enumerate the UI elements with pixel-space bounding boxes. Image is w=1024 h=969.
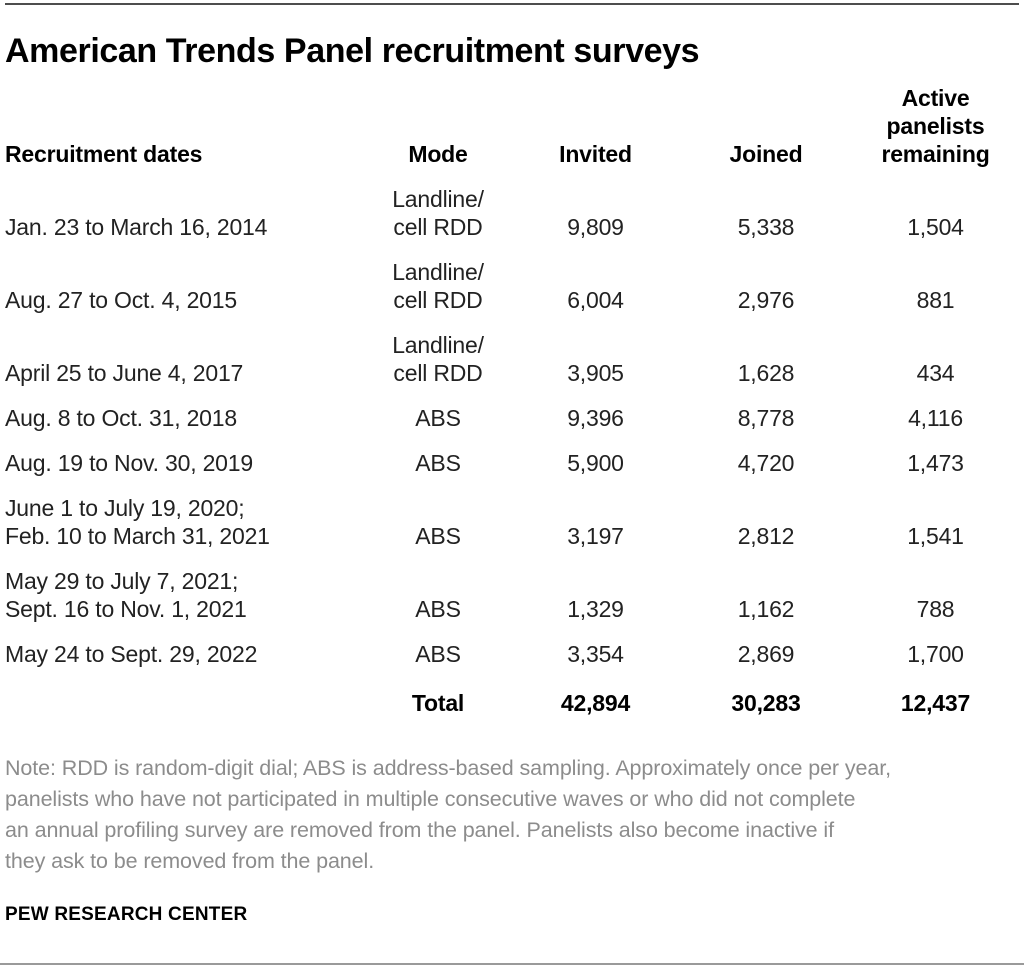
table-body: Jan. 23 to March 16, 2014 Landline/ cell… — [5, 168, 1019, 717]
col-header-invited: Invited — [559, 140, 632, 167]
cell-dates: May 29 to July 7, 2021; Sept. 16 to Nov.… — [5, 567, 247, 622]
table-row: Aug. 8 to Oct. 31, 2018 ABS 9,396 8,778 … — [5, 387, 1019, 432]
cell-active: 788 — [916, 595, 955, 622]
cell-invited: 5,900 — [567, 449, 624, 476]
cell-active: 1,504 — [907, 213, 964, 240]
table-row: Aug. 19 to Nov. 30, 2019 ABS 5,900 4,720… — [5, 432, 1019, 477]
col-header-joined: Joined — [729, 140, 803, 167]
cell-invited: 3,905 — [567, 359, 624, 386]
cell-joined: 2,869 — [737, 640, 795, 667]
cell-joined: 2,976 — [737, 286, 795, 313]
cell-invited: 1,329 — [567, 595, 624, 622]
cell-joined: 2,812 — [737, 522, 795, 549]
cell-mode: ABS — [415, 640, 461, 667]
header-row: Recruitment dates Mode Invited Joined Ac… — [5, 84, 1019, 168]
cell-active: 1,700 — [907, 640, 964, 667]
bottom-rule — [0, 963, 1024, 965]
table-row: Aug. 27 to Oct. 4, 2015 Landline/ cell R… — [5, 241, 1019, 314]
col-header-mode: Mode — [408, 140, 468, 167]
figure-note: Note: RDD is random-digit dial; ABS is a… — [5, 755, 891, 873]
cell-mode: ABS — [415, 595, 461, 622]
total-invited: 42,894 — [560, 689, 631, 716]
total-joined: 30,283 — [731, 689, 801, 716]
cell-dates: Aug. 8 to Oct. 31, 2018 — [5, 404, 237, 431]
table-row: May 24 to Sept. 29, 2022 ABS 3,354 2,869… — [5, 623, 1019, 668]
cell-invited: 3,197 — [567, 522, 624, 549]
cell-active: 4,116 — [908, 404, 963, 431]
cell-mode: ABS — [415, 404, 461, 431]
total-row: Total 42,894 30,283 12,437 — [5, 668, 1019, 717]
cell-active: 1,541 — [907, 522, 964, 549]
cell-dates: Aug. 19 to Nov. 30, 2019 — [5, 449, 253, 476]
table-row: April 25 to June 4, 2017 Landline/ cell … — [5, 314, 1019, 387]
cell-invited: 9,809 — [567, 213, 624, 240]
cell-dates: June 1 to July 19, 2020; Feb. 10 to Marc… — [5, 494, 270, 549]
cell-mode: ABS — [415, 449, 461, 476]
cell-dates: April 25 to June 4, 2017 — [5, 359, 244, 386]
cell-invited: 6,004 — [567, 286, 624, 313]
cell-joined: 8,778 — [737, 404, 795, 431]
cell-mode: ABS — [415, 522, 461, 549]
cell-active: 1,473 — [907, 449, 964, 476]
cell-dates: Jan. 23 to March 16, 2014 — [5, 213, 268, 240]
table-row: June 1 to July 19, 2020; Feb. 10 to Marc… — [5, 477, 1019, 550]
cell-joined: 1,628 — [737, 359, 795, 386]
source-label: PEW RESEARCH CENTER — [5, 903, 248, 925]
cell-dates: May 24 to Sept. 29, 2022 — [5, 640, 258, 667]
col-header-active-panelists: Active panelists remaining — [881, 84, 990, 167]
top-rule — [5, 3, 1019, 5]
cell-joined: 1,162 — [737, 595, 795, 622]
cell-joined: 5,338 — [737, 213, 795, 240]
cell-invited: 9,396 — [567, 404, 624, 431]
cell-mode: Landline/ cell RDD — [392, 185, 484, 240]
cell-active: 434 — [916, 359, 955, 386]
cell-dates: Aug. 27 to Oct. 4, 2015 — [5, 286, 237, 313]
recruitment-surveys-table: Recruitment dates Mode Invited Joined Ac… — [5, 84, 1019, 717]
total-spacer — [5, 668, 365, 717]
table-row: Jan. 23 to March 16, 2014 Landline/ cell… — [5, 168, 1019, 241]
total-active: 12,437 — [900, 689, 971, 716]
cell-joined: 4,720 — [737, 449, 795, 476]
cell-mode: Landline/ cell RDD — [392, 258, 484, 313]
table-header: Recruitment dates Mode Invited Joined Ac… — [5, 84, 1019, 168]
cell-active: 881 — [916, 286, 955, 313]
col-header-recruitment-dates: Recruitment dates — [5, 140, 203, 167]
cell-invited: 3,354 — [567, 640, 624, 667]
figure-title: American Trends Panel recruitment survey… — [5, 32, 700, 70]
total-label: Total — [411, 689, 465, 716]
cell-mode: Landline/ cell RDD — [392, 331, 484, 386]
table-row: May 29 to July 7, 2021; Sept. 16 to Nov.… — [5, 550, 1019, 623]
